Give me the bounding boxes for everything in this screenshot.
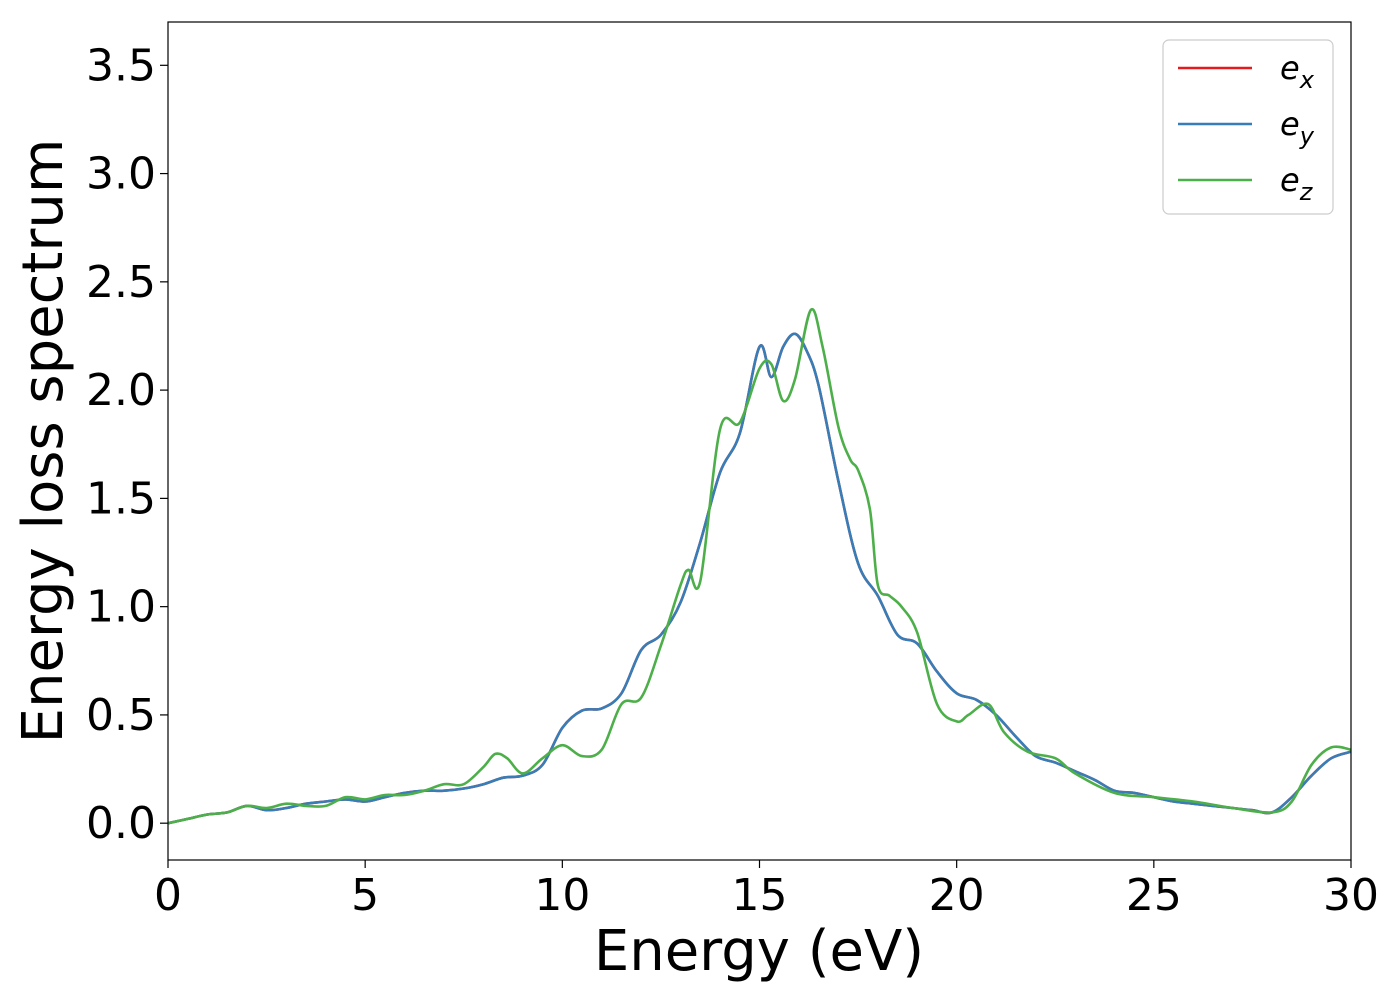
- legend-label-x: ex: [1280, 49, 1315, 94]
- y-tick-label: 0.0: [86, 798, 156, 849]
- x-tick-label: 30: [1323, 870, 1379, 921]
- y-tick-label: 2.5: [86, 257, 156, 308]
- series-line-y: [168, 332, 1351, 825]
- series-line-x: [168, 332, 1351, 825]
- legend-box: [1162, 39, 1334, 215]
- y-axis-ticks: 0.0 0.5 1.0 1.5 2.0 2.5 3.0 3.5: [86, 40, 168, 849]
- x-tick-label: 15: [732, 870, 788, 921]
- x-axis-title: Energy (eV): [594, 919, 924, 984]
- x-axis-ticks: 0 5 10 15 20 25 30: [154, 860, 1379, 921]
- x-tick-label: 25: [1126, 870, 1182, 921]
- plot-lines: [168, 307, 1351, 825]
- y-tick-label: 1.5: [86, 473, 156, 524]
- y-tick-label: 1.0: [86, 582, 156, 633]
- x-tick-label: 10: [534, 870, 590, 921]
- y-tick-label: 2.0: [86, 365, 156, 416]
- series-line-z: [168, 307, 1351, 825]
- y-tick-label: 3.5: [86, 40, 156, 91]
- y-axis-title: Energy loss spectrum: [11, 139, 76, 744]
- x-tick-label: 20: [929, 870, 985, 921]
- y-tick-label: 0.5: [86, 690, 156, 741]
- x-tick-label: 5: [351, 870, 379, 921]
- legend-label-y: ey: [1280, 105, 1315, 150]
- x-tick-label: 0: [154, 870, 182, 921]
- y-tick-label: 3.0: [86, 149, 156, 200]
